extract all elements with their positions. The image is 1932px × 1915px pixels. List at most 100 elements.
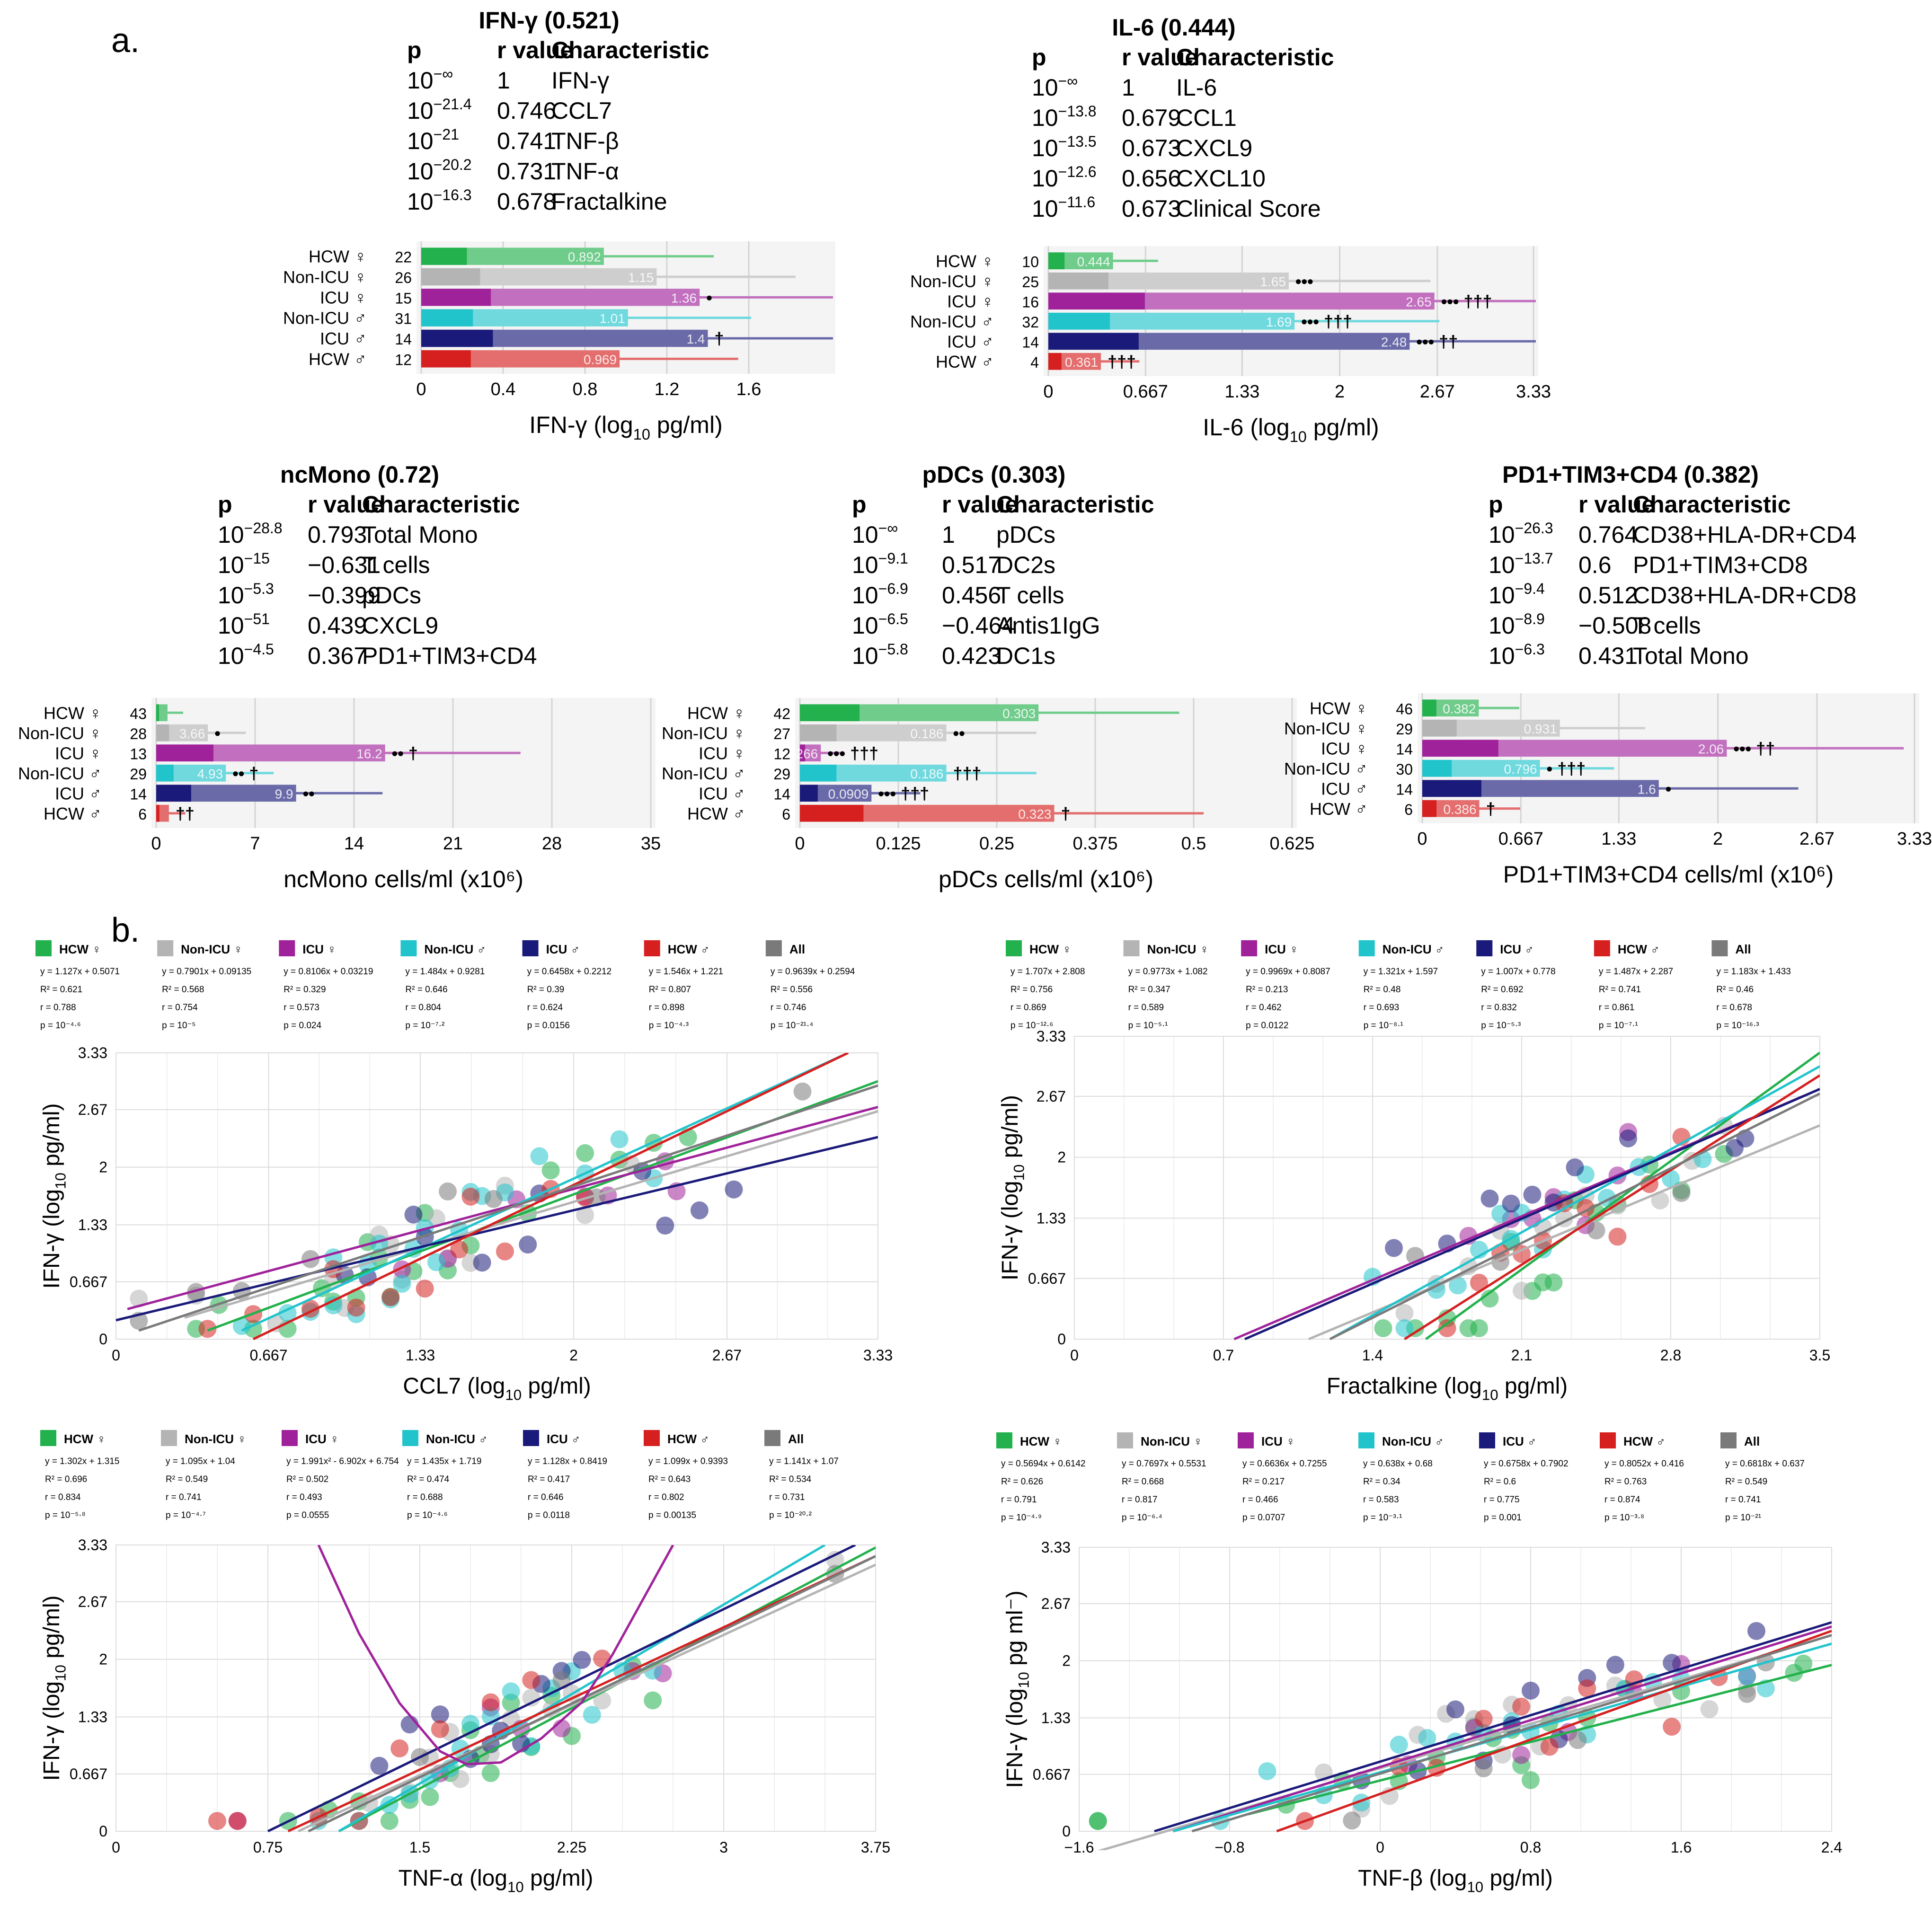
legend-label: Non-ICU ♀ [185, 1432, 247, 1446]
regression-line [287, 1555, 876, 1833]
fit-equation: y = 0.9639x + 0.2594 [771, 967, 855, 977]
data-point [1512, 1697, 1531, 1716]
table-p-value: 10−∞ [1032, 72, 1078, 101]
x-tick-label: 0 [1417, 829, 1427, 849]
category-n: 30 [1396, 761, 1413, 778]
fit-r: r = 0.791 [1001, 1495, 1037, 1505]
fit-r: r = 0.832 [1481, 1003, 1517, 1013]
legend-label: ICU ♀ [1261, 1434, 1295, 1448]
category-label: ICU ♀ [947, 291, 994, 311]
y-tick-label: 0 [1062, 1823, 1071, 1840]
x-tick-label: 7 [250, 834, 260, 854]
table-r-value: 0.673 [1122, 195, 1181, 222]
y-tick-label: 3.33 [78, 1536, 107, 1553]
table-header-p: p [218, 491, 232, 518]
table-r-value: 0.6 [1578, 552, 1612, 578]
table-p-value: 10−21.4 [407, 96, 472, 124]
legend-swatch [1123, 940, 1140, 956]
fit-equation: y = 0.9969x + 0.8087 [1246, 967, 1330, 977]
data-point [484, 1190, 503, 1208]
legend-label: HCW ♂ [667, 1432, 709, 1446]
table-header-characteristic: Characteristic [1176, 44, 1334, 71]
fit-r: r = 0.869 [1010, 1003, 1046, 1013]
table-characteristic: CXCL9 [362, 612, 438, 639]
x-tick-label: 0 [151, 834, 161, 854]
category-label: ICU ♂ [55, 784, 102, 803]
table-header-p: p [1032, 44, 1046, 71]
table-r-value: 0.439 [308, 612, 367, 639]
data-point [1513, 1281, 1531, 1300]
data-point [1651, 1191, 1669, 1209]
fit-r-squared: R² = 0.556 [771, 985, 813, 995]
data-point [552, 1719, 571, 1738]
fit-r-squared: R² = 0.474 [407, 1474, 450, 1484]
table-r-value: 0.793 [308, 521, 367, 548]
table-p-value: 10−21 [407, 126, 459, 154]
table-p-value: 10−13.8 [1032, 103, 1097, 131]
fit-equation: y = 0.7697x + 0.5531 [1122, 1459, 1206, 1469]
data-point [496, 1242, 514, 1261]
data-point [380, 1812, 399, 1830]
data-point [1578, 1679, 1596, 1698]
bar-value-label: 0.382 [1443, 701, 1476, 716]
fit-r-squared: R² = 0.213 [1246, 985, 1288, 995]
x-tick-label: −0.8 [1214, 1839, 1244, 1856]
x-tick-label: 1.5 [409, 1839, 430, 1856]
legend-label: All [1735, 942, 1751, 956]
data-point [1343, 1811, 1361, 1830]
category-n: 15 [395, 290, 412, 307]
bar-dark-segment [1422, 759, 1452, 777]
x-tick-label: 0 [1070, 1347, 1079, 1364]
table-r-value: 0.423 [942, 643, 1001, 669]
data-point [1470, 1319, 1488, 1337]
chart-title: pDCs (0.303) [922, 461, 1066, 488]
data-point [1395, 1304, 1414, 1322]
y-tick-label: 1.33 [1037, 1209, 1066, 1227]
category-label: Non-ICU ♀ [283, 267, 367, 287]
table-characteristic: TNF-α [551, 158, 619, 185]
significance-marker: ••• †† [1416, 332, 1458, 351]
data-point [1480, 1189, 1499, 1208]
category-n: 6 [138, 806, 147, 823]
x-tick-label: 1.33 [1224, 382, 1259, 402]
table-r-value: 0.656 [1122, 165, 1181, 192]
data-point [522, 1688, 541, 1707]
table-characteristic: Total Mono [362, 521, 478, 548]
bar-dark-segment [1422, 780, 1481, 797]
data-point [228, 1812, 247, 1830]
y-tick-label: 3.33 [1041, 1539, 1071, 1556]
x-tick-label: 0.667 [1123, 382, 1168, 402]
x-axis-label: PD1+TIM3+CD4 cells/ml (x10⁶) [1503, 861, 1834, 888]
fit-p: p = 0.0118 [528, 1510, 570, 1520]
category-label: ICU ♀ [699, 743, 745, 763]
data-point [431, 1720, 449, 1739]
bar-value-label: 0.0266 [778, 746, 818, 761]
fit-p: p = 10⁻⁷·² [405, 1021, 444, 1031]
bar-dark-segment [156, 744, 213, 762]
category-n: 25 [1022, 274, 1039, 291]
chart-title: IL-6 (0.444) [1112, 14, 1235, 41]
legend-label: Non-ICU ♂ [1383, 942, 1445, 956]
fit-r-squared: R² = 0.329 [284, 985, 326, 995]
table-characteristic: PD1+TIM3+CD8 [1633, 552, 1808, 578]
category-n: 32 [1022, 314, 1039, 331]
legend-label: Non-ICU ♂ [426, 1432, 488, 1446]
fit-equation: y = 1.007x + 0.778 [1481, 967, 1555, 977]
table-r-value: 0.673 [1122, 135, 1181, 161]
legend-swatch [40, 1430, 56, 1446]
fit-r: r = 0.775 [1484, 1495, 1520, 1505]
bar-value-label: 0.892 [568, 250, 601, 265]
bar-dark-segment [156, 764, 174, 782]
chart-title: PD1+TIM3+CD4 (0.382) [1502, 461, 1759, 488]
legend-swatch [282, 1430, 298, 1446]
data-point [530, 1147, 549, 1165]
data-point [1480, 1289, 1499, 1308]
data-point [381, 1288, 400, 1306]
category-label: HCW ♀ [936, 251, 994, 271]
data-point [1385, 1239, 1403, 1257]
regression-curve [317, 1545, 674, 1765]
table-p-value: 10−16.3 [407, 186, 472, 215]
bar-value-label: 0.931 [1524, 722, 1557, 736]
